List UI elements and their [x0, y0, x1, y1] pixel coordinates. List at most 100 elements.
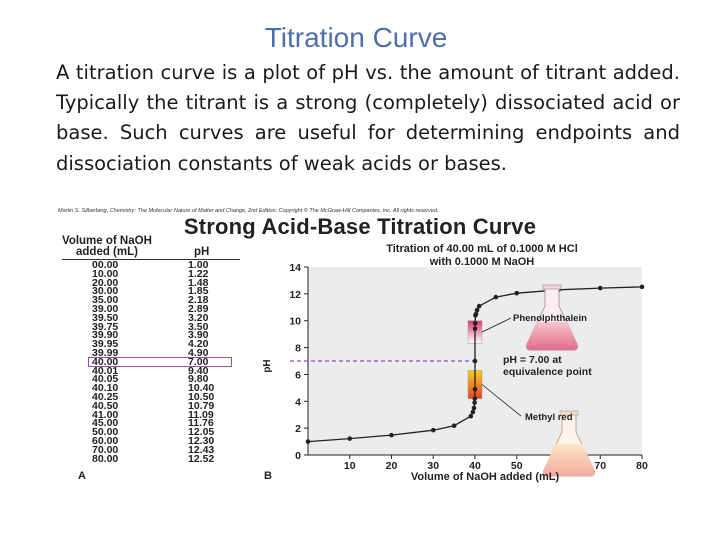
- equivalence-label-line2: equivalence point: [503, 366, 592, 378]
- table-row: 40.00 7.00: [92, 355, 232, 368]
- table-cell-volume: 40.00: [92, 355, 119, 368]
- table-header-rule: [62, 259, 240, 260]
- x-tick-label: 80: [636, 460, 648, 472]
- table-row: 80.00 12.52: [92, 452, 232, 465]
- x-axis-label: Volume of NaOH added (mL): [411, 471, 560, 483]
- table-cell-ph: 1.00: [188, 259, 209, 271]
- table-row: 40.50 10.79: [92, 399, 232, 412]
- data-point: [472, 321, 478, 326]
- table-row: 10.00 1.22: [92, 267, 232, 280]
- table-row: 40.25 10.50: [92, 390, 232, 403]
- equivalence-label-line1: pH = 7.00 at: [503, 354, 562, 366]
- data-point: [473, 311, 479, 317]
- table-cell-ph: 3.90: [188, 329, 209, 342]
- y-tick-label: 14: [289, 262, 301, 274]
- data-point: [476, 303, 482, 309]
- x-tick-label: 30: [427, 460, 439, 472]
- data-point: [305, 439, 311, 444]
- table-cell-ph: 2.89: [188, 302, 209, 315]
- table-header-volume-line1: Volume of NaOH: [62, 235, 152, 247]
- data-point: [470, 409, 476, 415]
- table-cell-volume: 00.00: [92, 259, 119, 271]
- titration-table: 00.00 1.00 10.00 1.22 20.00 1.48 30.00 1.85 35.0…: [92, 259, 232, 465]
- table-cell-volume: 39.00: [92, 302, 119, 315]
- panel-a-label: A: [78, 470, 86, 482]
- table-cell-ph: 10.50: [188, 390, 215, 403]
- table-row: 20.00 1.48: [92, 276, 232, 289]
- table-cell-ph: 12.05: [188, 426, 215, 439]
- data-point: [597, 285, 603, 291]
- table-cell-ph: 4.20: [188, 338, 209, 351]
- figure-title: Strong Acid-Base Titration Curve: [183, 214, 537, 239]
- table-cell-ph: 12.43: [188, 443, 215, 456]
- panel-b-label: B: [264, 470, 272, 482]
- table-row: 39.75 3.50: [92, 320, 232, 333]
- table-cell-volume: 50.00: [92, 426, 119, 439]
- x-tick-label: 20: [386, 460, 398, 472]
- y-tick-label: 12: [289, 289, 301, 301]
- table-row: 45.00 11.76: [92, 417, 232, 430]
- table-row: 40.01 9.40: [92, 364, 232, 377]
- y-axis-label: pH: [262, 359, 273, 372]
- table-cell-ph: 1.48: [188, 276, 209, 289]
- table-row: 41.00 11.09: [92, 408, 232, 421]
- table-cell-ph: 3.20: [188, 311, 209, 324]
- table-cell-volume: 39.90: [92, 329, 119, 342]
- data-point: [514, 290, 520, 296]
- y-tick-label: 6: [295, 369, 301, 381]
- chart-title-line1: Titration of 40.00 mL of 0.1000 M HCl: [386, 243, 578, 255]
- table-header-ph: pH: [194, 246, 210, 258]
- methyl-red-label: Methyl red: [525, 412, 573, 423]
- table-cell-ph: 7.00: [188, 355, 209, 368]
- table-cell-volume: 40.50: [92, 399, 119, 412]
- table-cell-volume: 80.00: [92, 452, 119, 465]
- table-cell-volume: 10.00: [92, 267, 119, 280]
- data-point: [472, 386, 478, 392]
- table-row: 40.10 10.40: [92, 383, 232, 393]
- table-cell-volume: 39.95: [92, 338, 119, 351]
- table-cell-volume: 60.00: [92, 434, 119, 447]
- table-cell-ph: 11.76: [188, 417, 214, 430]
- x-tick-label: 70: [594, 460, 606, 472]
- y-tick-label: 10: [289, 316, 301, 328]
- data-point: [472, 400, 477, 405]
- table-row: 50.00 12.05: [92, 426, 232, 439]
- methyl-red-leader-line: [481, 384, 522, 417]
- data-point: [474, 307, 480, 313]
- table-cell-volume: 40.01: [92, 364, 119, 377]
- phenolphthalein-leader-line: [481, 317, 512, 333]
- table-cell-volume: 41.00: [92, 408, 119, 421]
- table-row: 39.95 4.20: [92, 338, 232, 351]
- table-row: 39.00 2.89: [92, 302, 232, 315]
- figure-credit: Martin S. Silberberg, Chemistry: The Mol…: [58, 208, 439, 214]
- y-tick-label: 2: [295, 423, 301, 435]
- table-row: 70.00 12.43: [92, 443, 232, 456]
- table-cell-ph: 4.90: [188, 346, 209, 359]
- table-row: 39.50 3.20: [92, 311, 232, 324]
- table-row: 60.00 12.30: [92, 434, 232, 447]
- data-point: [472, 326, 478, 332]
- table-cell-ph: 10.79: [188, 399, 215, 412]
- table-row: 39.99 4.90: [92, 346, 232, 359]
- table-header-volume-line2: added (mL): [76, 246, 138, 258]
- table-cell-volume: 39.99: [92, 346, 119, 359]
- table-row: 40.05 9.80: [92, 373, 232, 386]
- table-row: 00.00 1.00: [92, 259, 232, 271]
- table-cell-ph: 3.50: [188, 320, 209, 333]
- data-point: [389, 432, 394, 438]
- table-cell-volume: 30.00: [92, 285, 119, 298]
- table-row: 35.00 2.18: [92, 295, 232, 305]
- x-tick-label: 40: [469, 460, 481, 472]
- data-point: [639, 284, 645, 290]
- table-cell-volume: 70.00: [92, 443, 119, 456]
- methyl-red-flask-icon: [543, 410, 595, 477]
- chart-marks: [290, 284, 645, 444]
- table-cell-ph: 12.52: [188, 452, 215, 465]
- table-cell-volume: 40.25: [92, 390, 119, 403]
- table-cell-volume: 40.05: [92, 373, 119, 386]
- data-point: [493, 294, 499, 300]
- table-cell-volume: 45.00: [92, 417, 119, 430]
- table-row: 39.90 3.90: [92, 329, 232, 342]
- table-cell-volume: 39.50: [92, 311, 119, 324]
- table-row: 30.00 1.85: [92, 285, 232, 298]
